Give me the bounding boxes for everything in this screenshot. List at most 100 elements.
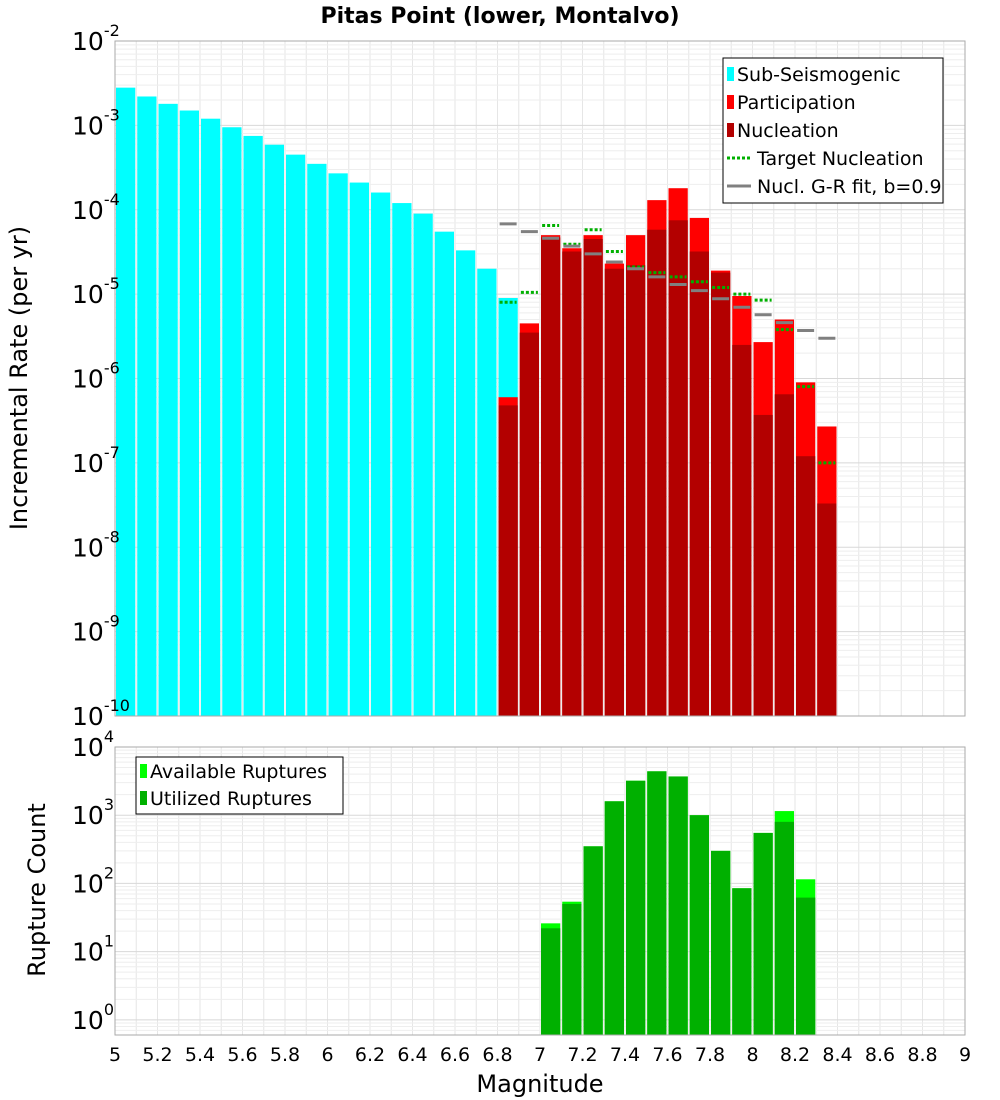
legend-count: Available Ruptures Utilized Ruptures [135, 756, 344, 815]
legend-swatch [727, 67, 734, 81]
x-tick-label: 5.6 [227, 1044, 257, 1066]
bar-utilized-ruptures [626, 780, 646, 1035]
incremental-rate-plot: 10-2 10-3 10-4 10-5 10-6 10-7 10-8 10-9 10-10 Sub… [72, 21, 966, 731]
bar-utilized-ruptures [711, 850, 731, 1035]
x-tick-label: 7.4 [610, 1044, 640, 1066]
bar-utilized-ruptures [668, 776, 688, 1035]
y-tick-label: 10-8 [72, 527, 120, 562]
bar-nucleation [711, 272, 731, 716]
y-tick-label: 10-3 [72, 105, 120, 140]
y-axis-title-count: Rupture Count [23, 803, 51, 977]
bar-nucleation [519, 332, 539, 716]
bar-nucleation [668, 220, 688, 717]
bar-sub-seismogenic [201, 118, 221, 716]
x-tick-label: 8.8 [907, 1044, 937, 1066]
legend-label: Sub-Seismogenic [737, 64, 901, 86]
x-tick-label: 8.4 [822, 1044, 852, 1066]
bar-nucleation [562, 251, 582, 716]
x-tick-label: 6.2 [355, 1044, 385, 1066]
bar-utilized-ruptures [732, 888, 752, 1035]
legend-label: Available Ruptures [150, 761, 327, 783]
series-nucl-g-r-fit-b-0-9 [499, 222, 836, 340]
series-target-nucleation [499, 224, 836, 465]
x-tick-label: 5.2 [142, 1044, 172, 1066]
y-tick-label: 10-2 [72, 21, 120, 56]
x-tick-label: 7.6 [652, 1044, 682, 1066]
legend-label: Participation [737, 92, 856, 114]
bar-sub-seismogenic [116, 87, 136, 716]
x-tick-label: 7.8 [695, 1044, 725, 1066]
bar-nucleation [732, 344, 752, 716]
legend-rate: Sub-Seismogenic Participation Nucleation Ta… [722, 57, 944, 204]
bar-nucleation [817, 503, 837, 716]
bar-nucleation [583, 239, 603, 716]
y-tick-label: 10-6 [72, 359, 120, 394]
bar-sub-seismogenic [477, 268, 497, 716]
bar-utilized-ruptures [604, 801, 624, 1035]
y-tick-label: 10-4 [72, 190, 120, 225]
bar-utilized-ruptures [583, 846, 603, 1035]
x-tick-label: 9 [959, 1044, 971, 1066]
legend-label: Nucleation [737, 120, 839, 142]
bar-utilized-ruptures [647, 771, 667, 1035]
bar-sub-seismogenic [328, 173, 348, 716]
bar-nucleation [498, 405, 518, 716]
y-tick-label: 10-7 [72, 443, 120, 478]
bar-sub-seismogenic [264, 144, 284, 717]
x-tick-label: 5 [109, 1044, 121, 1066]
bar-nucleation [647, 229, 667, 717]
bar-utilized-ruptures [753, 832, 773, 1035]
plot-frame [114, 746, 966, 1036]
bar-sub-seismogenic [434, 231, 454, 716]
legend-swatch [140, 764, 147, 778]
x-tick-label: 6.4 [397, 1044, 427, 1066]
x-tick-label: 8.6 [865, 1044, 895, 1066]
bar-sub-seismogenic [371, 192, 391, 717]
bar-nucleation [774, 394, 794, 716]
chart-title: Pitas Point (lower, Montalvo) [320, 4, 679, 29]
legend-label: Target Nucleation [756, 148, 924, 170]
bar-nucleation [753, 414, 773, 716]
bar-utilized-ruptures [689, 815, 709, 1035]
y-tick-label: 104 [72, 727, 114, 762]
x-tick-label: 6 [321, 1044, 333, 1066]
bar-sub-seismogenic [307, 163, 327, 717]
rupture-count-plot: 104 103 102 101 100 5 5.2 5.4 5.6 5.8 6 6.2 6.4 6.6 6.… [72, 727, 971, 1066]
bar-sub-seismogenic [243, 135, 263, 717]
bar-utilized-ruptures [562, 903, 582, 1035]
x-tick-label: 8.2 [780, 1044, 810, 1066]
bar-sub-seismogenic [392, 203, 412, 716]
bar-nucleation [541, 237, 561, 716]
bar-sub-seismogenic [179, 110, 199, 716]
plot-frame [114, 40, 966, 717]
bar-sub-seismogenic [158, 103, 178, 717]
bar-utilized-ruptures [541, 928, 561, 1035]
y-tick-label: 101 [72, 932, 114, 967]
y-tick-label: 10-10 [72, 696, 130, 731]
bar-sub-seismogenic [137, 96, 157, 716]
y-tick-label: 100 [72, 1000, 114, 1035]
bar-utilized-ruptures [796, 897, 816, 1035]
series-utilized-ruptures [541, 771, 816, 1035]
grid [114, 746, 966, 1036]
bar-nucleation [626, 265, 646, 716]
y-tick-label: 103 [72, 795, 114, 830]
bar-sub-seismogenic [222, 127, 242, 716]
legend-frame [722, 57, 944, 204]
legend-swatch [727, 95, 734, 109]
x-tick-label: 5.4 [185, 1044, 215, 1066]
y-axis-title-rate: Incremental Rate (per yr) [5, 226, 33, 530]
x-axis-title: Magnitude [476, 1070, 603, 1098]
legend-swatch [140, 791, 147, 805]
bar-sub-seismogenic [349, 182, 369, 716]
x-tick-label: 5.8 [270, 1044, 300, 1066]
legend-label: Utilized Ruptures [150, 788, 312, 810]
bar-nucleation [796, 456, 816, 716]
series-nucleation [498, 220, 837, 717]
x-tick-label: 8 [746, 1044, 758, 1066]
bar-nucleation [689, 251, 709, 716]
y-tick-label: 10-9 [72, 612, 120, 647]
x-tick-label: 7 [534, 1044, 546, 1066]
x-tick-label: 6.6 [440, 1044, 470, 1066]
